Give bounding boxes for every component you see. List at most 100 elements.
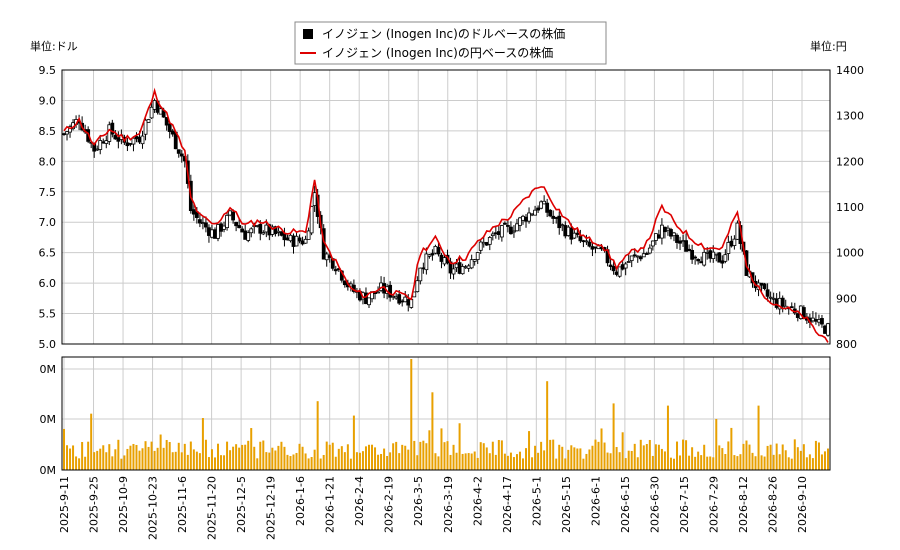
y-left-tick-label: 5.5 [39,308,57,321]
volume-bar [558,444,561,470]
candle-body [762,283,767,289]
volume-bar [446,441,449,470]
candle-body [723,254,728,262]
candle-body [276,230,281,233]
candle-body [294,235,299,247]
candle-body [641,253,646,258]
volume-bar [355,452,358,470]
candle-body [210,229,214,238]
candle-body [768,296,773,299]
candle-body [542,200,547,205]
candle-body [789,306,794,309]
volume-bar [730,427,733,470]
candle-body [608,264,613,267]
candle-body [101,141,106,144]
x-tick-label: 2026-7-29 [707,476,720,533]
candle-body [481,241,486,245]
candle-body [475,252,480,260]
volume-bar [624,458,627,470]
candle-body [675,234,679,243]
volume-bar [525,448,528,470]
volume-bar [407,449,410,470]
volume-bar [817,442,820,470]
volume-bar [449,454,452,470]
volume-bar [295,452,298,470]
volume-bar [712,457,715,470]
price-grid [62,69,830,345]
volume-bar [304,453,307,470]
candle-body [225,214,229,229]
volume-bar [262,440,265,470]
candle-body [306,230,311,240]
candle-body [533,209,537,216]
volume-bar [111,456,114,470]
volume-bar [171,452,174,470]
candle-body [333,269,338,272]
volume-bar [256,458,259,470]
x-tick-label: 2026-6-15 [619,476,632,533]
volume-bar [162,447,165,470]
volume-bar [331,442,334,470]
volume-bar [482,443,485,470]
y-left-tick-label: 6.0 [39,277,57,290]
volume-bar [811,458,814,470]
candle-body [650,240,655,247]
candle-body [152,100,157,110]
volume-bar [126,448,129,470]
candle-body [303,238,308,244]
volume-bar [241,444,244,470]
candle-body [490,233,495,237]
volume-bar [669,457,672,470]
candle-body [451,268,456,275]
volume-bar [328,444,331,470]
volume-bar [105,452,108,470]
volume-bar [660,448,663,470]
candle-body [204,222,208,228]
volume-bar [159,434,162,470]
candle-body [140,135,145,145]
x-tick-label: 2026-5-1 [530,476,543,526]
volume-bar [528,431,531,470]
unit-right-label: 単位:円 [810,39,847,53]
volume-bar [198,453,201,470]
volume-bar [636,457,639,470]
candle-body [442,257,447,265]
candle-body [672,232,676,237]
volume-bar [280,441,283,470]
candle-body [548,209,553,217]
volume-bar [286,454,289,470]
candle-body [240,228,245,233]
volume-bar [676,441,679,470]
volume-bar [745,440,748,470]
candle-body [521,215,525,221]
candle-body [681,240,685,243]
candle-body [237,225,242,229]
volume-bar [168,442,171,470]
y-left-tick-label: 5.0 [39,338,57,351]
volume-bar [606,452,609,470]
candle-body [735,222,740,240]
volume-bar [642,445,645,470]
candle-body [415,280,420,293]
volume-bar [235,444,238,470]
candle-body [539,201,544,209]
volume-bar [531,457,534,470]
volume-bar [567,449,570,470]
volume-bar [582,458,585,470]
candle-body [566,226,571,236]
volume-bar [467,453,470,470]
candle-body [774,298,779,308]
candle-body [231,211,236,221]
volume-bar [509,452,512,470]
volume-tick-label: 0M [40,413,57,426]
candle-body [795,313,800,318]
volume-bar [709,456,712,470]
candle-body [249,228,254,234]
volume-bar [458,423,461,470]
candle-body [530,213,534,216]
y-right-tick-label: 1400 [836,64,864,77]
candle-body [551,215,556,219]
volume-bar [543,450,546,470]
candle-body [430,253,435,256]
candle-body [409,298,414,308]
